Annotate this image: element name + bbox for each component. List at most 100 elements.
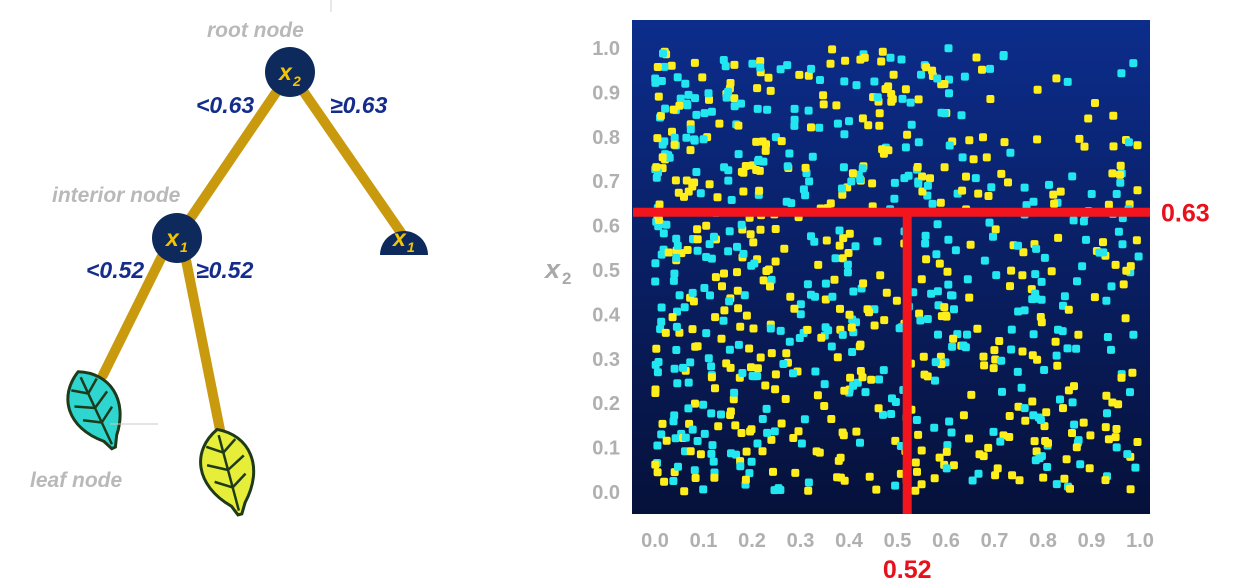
scatter-point — [790, 104, 799, 113]
scatter-point — [942, 464, 951, 473]
branch-root-left — [172, 67, 295, 243]
scatter-point — [917, 446, 926, 455]
scatter-point — [763, 428, 772, 437]
scatter-point — [1128, 368, 1137, 377]
scatter-point — [797, 439, 806, 448]
scatter-point — [698, 73, 707, 82]
scatter-point — [771, 370, 780, 379]
scatter-point — [653, 468, 662, 477]
scatter-point — [1114, 227, 1123, 236]
scatter-point — [915, 309, 924, 318]
scatter-point — [1007, 345, 1016, 354]
scatter-point — [941, 311, 950, 320]
scatter-point — [840, 77, 849, 86]
scatter-point — [804, 71, 813, 80]
scatter-point — [717, 334, 726, 343]
scatter-point — [720, 306, 729, 315]
scatter-point — [872, 485, 881, 494]
scatter-point — [834, 456, 843, 465]
scatter-point — [987, 183, 996, 192]
scatter-point — [965, 293, 974, 302]
scatter-point — [991, 471, 1000, 480]
scatter-point — [863, 305, 872, 314]
scatter-point — [817, 333, 826, 342]
scatter-point — [1099, 238, 1107, 247]
right-child-node-var: x — [391, 225, 407, 251]
scatter-point — [707, 254, 716, 263]
scatter-point — [753, 364, 762, 373]
scatter-point — [1118, 240, 1127, 249]
scatter-point — [777, 137, 786, 146]
split-lines: 0.63 0.52 — [633, 199, 1210, 583]
scatter-point — [999, 431, 1008, 440]
scatter-point — [696, 189, 705, 198]
scatter-point — [1060, 292, 1069, 301]
scatter-point — [838, 190, 847, 199]
x-tick-label: 0.5 — [884, 530, 912, 552]
scatter-point — [699, 135, 708, 144]
scatter-point — [671, 176, 680, 185]
scatter-point — [816, 76, 824, 84]
scatter-point — [1036, 313, 1045, 321]
scatter-point — [800, 415, 809, 424]
scatter-point — [963, 275, 972, 284]
scatter-point — [914, 138, 923, 147]
scatter-point — [890, 194, 899, 203]
scatter-point — [704, 89, 713, 98]
scatter-point — [820, 380, 829, 389]
scatter-point — [949, 334, 958, 343]
scatter-point — [1040, 422, 1049, 431]
scatter-point — [979, 133, 987, 142]
scatter-point — [847, 177, 856, 186]
root-left-edge-label: <0.63 — [196, 92, 254, 118]
y-tick-label: 0.3 — [592, 349, 620, 371]
scatter-point — [1124, 138, 1133, 147]
scatter-point — [936, 198, 945, 207]
root-node: x 2 — [265, 47, 315, 97]
scatter-point — [891, 481, 900, 490]
scatter-point — [707, 373, 716, 382]
scatter-point — [934, 330, 942, 339]
scatter-point — [861, 388, 870, 397]
scatter-point — [1018, 347, 1027, 356]
scatter-point — [815, 123, 824, 132]
scatter-point — [951, 246, 960, 255]
scatter-point — [864, 121, 873, 130]
scatter-point — [898, 94, 907, 103]
scatter-point — [675, 291, 684, 300]
scatter-point — [713, 193, 722, 202]
scatter-point — [1112, 190, 1121, 198]
scatter-point — [1075, 134, 1084, 143]
scatter-point — [684, 404, 693, 413]
scatter-point — [705, 180, 714, 189]
scatter-point — [855, 342, 864, 351]
x-tick-label: 0.4 — [835, 530, 864, 552]
scatter-point — [717, 410, 725, 419]
scatter-point — [767, 435, 776, 444]
scatter-point — [719, 56, 728, 64]
scatter-point — [733, 242, 741, 251]
scatter-point — [672, 253, 681, 262]
scatter-point — [1085, 464, 1094, 473]
scatter-point — [667, 61, 676, 70]
scatter-point — [1030, 437, 1039, 446]
scatter-point — [980, 256, 989, 265]
scatter-point — [799, 185, 808, 194]
scatter-point — [1109, 111, 1118, 120]
scatter-point — [1031, 289, 1040, 298]
scatter-point — [933, 74, 942, 83]
scatter-point — [986, 64, 994, 73]
scatter-point — [756, 63, 765, 72]
scatter-point — [699, 485, 708, 494]
scatter-point — [658, 153, 667, 162]
scatter-point — [675, 101, 684, 110]
scatter-point — [826, 199, 835, 208]
scatter-point — [749, 238, 758, 247]
scatter-point — [672, 322, 681, 331]
x-tick-label: 0.1 — [690, 530, 718, 552]
scatter-point — [848, 169, 857, 178]
scatter-point — [1068, 429, 1076, 437]
scatter-point — [867, 375, 876, 384]
scatter-point — [752, 137, 761, 146]
scatter-point — [686, 358, 695, 367]
